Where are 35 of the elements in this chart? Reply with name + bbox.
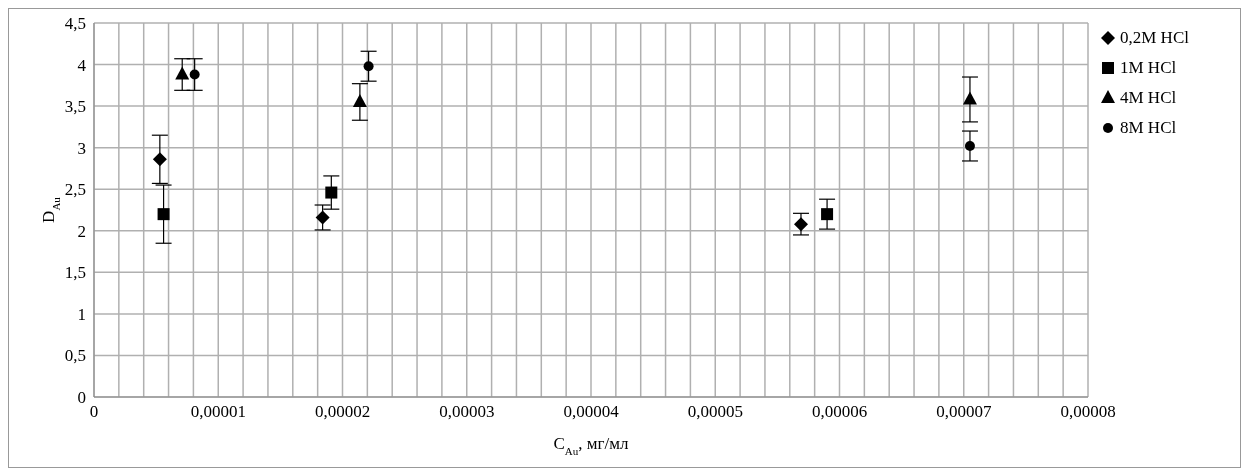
y-tick-label: 3 <box>77 138 86 158</box>
x-tick-label: 0,00005 <box>687 402 743 422</box>
point <box>793 217 808 232</box>
point <box>189 69 200 80</box>
y-tick-label: 1,5 <box>64 263 86 283</box>
point <box>152 152 167 167</box>
x-tick-label: 0,00001 <box>190 402 246 422</box>
point <box>363 61 374 72</box>
legend-label: 8M HCl <box>1120 117 1177 139</box>
x-tick-label: 0,00006 <box>811 402 868 422</box>
y-tick-label: 4,5 <box>64 14 86 34</box>
point <box>315 210 330 225</box>
y-tick-label: 3,5 <box>64 97 86 117</box>
point <box>325 186 338 199</box>
point <box>821 208 834 221</box>
point <box>157 208 170 221</box>
x-axis-title: C$_{Au}$, мг/мл <box>553 434 630 457</box>
point <box>175 66 190 80</box>
point <box>964 141 975 151</box>
x-tick-label: 0,00004 <box>563 402 620 422</box>
y-tick-label: 0 <box>77 388 86 408</box>
legend-label: 1M HCl <box>1120 57 1177 79</box>
x-tick-label: 0,00003 <box>439 402 495 422</box>
x-tick-label: 0,00007 <box>936 402 992 422</box>
x-tick-label: 0,00008 <box>1060 402 1116 422</box>
y-tick-label: 2 <box>77 221 86 241</box>
legend-label: 0,2M HCl <box>1120 27 1189 49</box>
point <box>352 93 367 107</box>
y-tick-label: 1 <box>77 304 86 324</box>
legend-label: 4M HCl <box>1120 87 1177 109</box>
x-tick-label: 0,00002 <box>314 402 371 422</box>
y-tick-label: 0,5 <box>64 346 86 366</box>
point <box>962 91 977 105</box>
y-tick-label: 2,5 <box>64 180 86 200</box>
y-tick-label: 4 <box>77 55 87 75</box>
